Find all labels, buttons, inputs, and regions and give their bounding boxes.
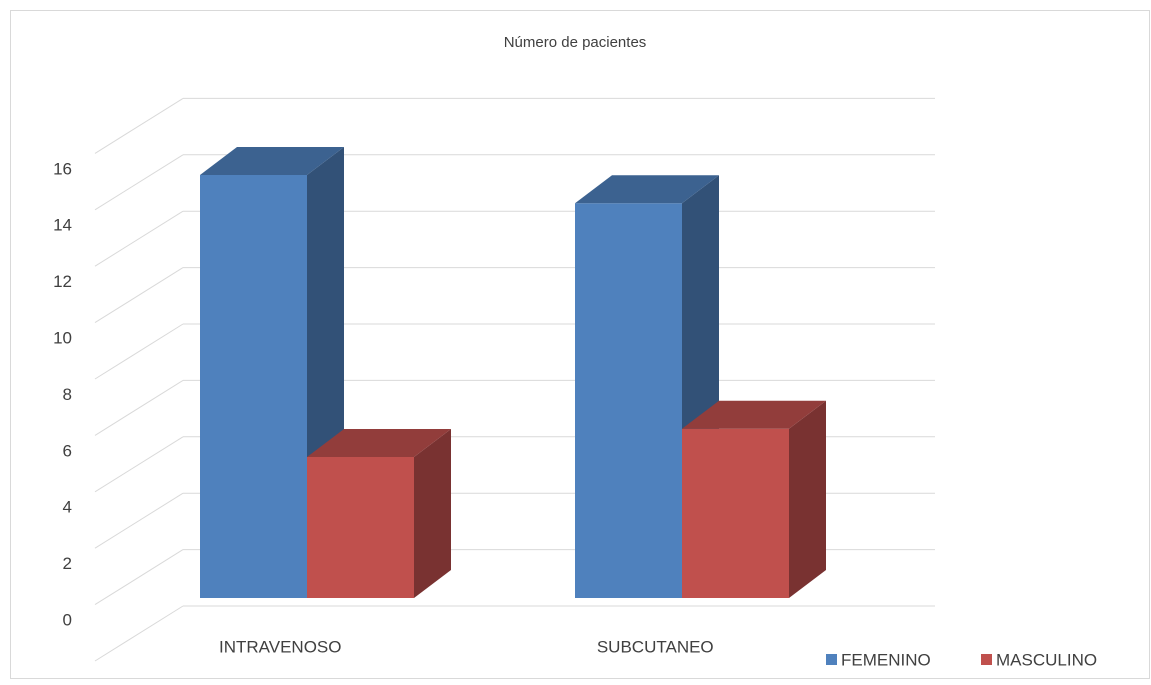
y-tick-label: 2 xyxy=(63,554,72,573)
bar-top xyxy=(200,147,344,175)
bar xyxy=(307,429,451,598)
wall-edge xyxy=(94,97,184,154)
y-tick-label: 12 xyxy=(53,272,72,291)
x-tick-label: INTRAVENOSO xyxy=(219,637,341,656)
y-tick-label: 6 xyxy=(63,441,72,460)
bar-front xyxy=(682,428,789,598)
bar-top xyxy=(682,400,826,429)
x-tick-label: SUBCUTANEO xyxy=(597,637,714,656)
grid-line xyxy=(94,154,184,211)
grid-line xyxy=(94,549,184,606)
bar-side xyxy=(414,429,451,598)
legend-label: FEMENINO xyxy=(841,650,931,669)
chart-title: Número de pacientes xyxy=(504,34,647,51)
grid-line xyxy=(94,323,184,380)
y-tick-label: 10 xyxy=(53,328,72,347)
legend-swatch xyxy=(826,654,837,665)
legend-swatch xyxy=(981,654,992,665)
bar-front xyxy=(200,175,307,598)
grid-line xyxy=(94,379,184,436)
grid-line xyxy=(94,267,184,324)
bar-side xyxy=(789,400,826,598)
y-tick-label: 8 xyxy=(63,385,72,404)
grid-line xyxy=(94,492,184,549)
bar-top xyxy=(575,175,719,204)
grid-line xyxy=(94,210,184,267)
y-tick-label: 0 xyxy=(63,610,72,629)
grid-line xyxy=(94,605,184,662)
bar-front xyxy=(307,457,414,598)
y-tick-label: 16 xyxy=(53,159,72,178)
y-tick-label: 14 xyxy=(53,216,72,235)
bar-top xyxy=(307,429,451,457)
y-tick-label: 4 xyxy=(63,498,72,517)
bar xyxy=(682,400,826,598)
bar-front xyxy=(575,203,682,598)
legend-label: MASCULINO xyxy=(996,650,1097,669)
grid-line xyxy=(94,436,184,493)
